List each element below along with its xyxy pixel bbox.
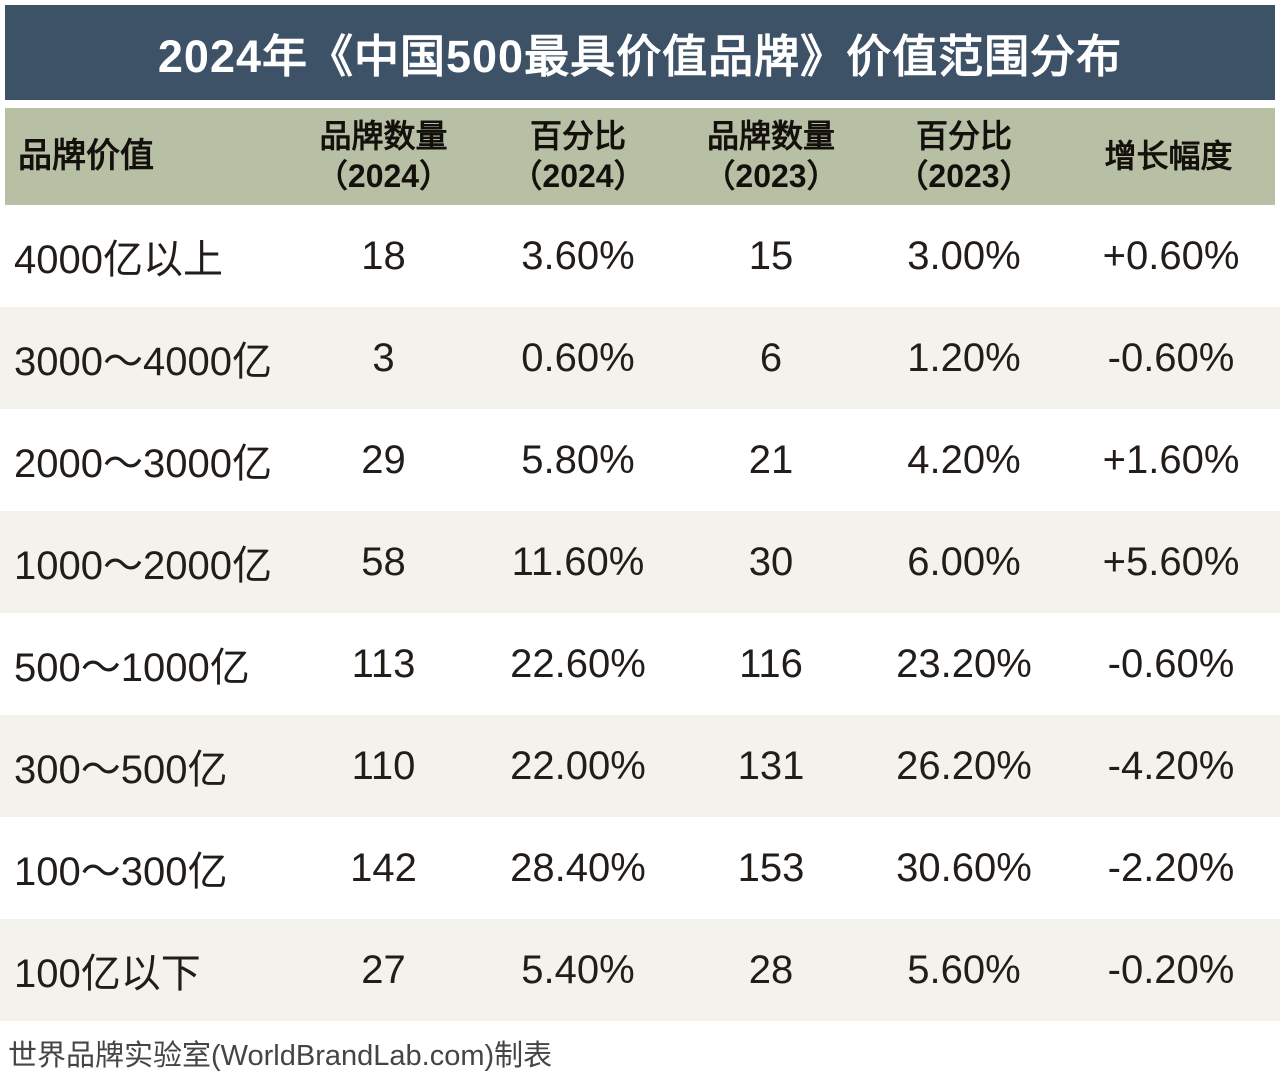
cell-value: 3.00% — [907, 233, 1021, 278]
column-header-label: 品牌价值 — [18, 136, 154, 175]
table-header-row: 品牌价值 品牌数量 （2024） 百分比 （2024） 品牌数量 （2023） 百分比 （202… — [5, 108, 1275, 205]
table-row: 500～1000亿 113 22.60% 116 23.20% -0.60% — [0, 613, 1280, 715]
row-label: 3000～4000亿 — [14, 340, 272, 384]
cell-value: -0.20% — [1107, 947, 1235, 992]
row-label: 4000亿以上 — [14, 238, 223, 282]
cell-value: 5.80% — [521, 437, 635, 482]
cell-value: 116 — [739, 641, 803, 686]
cell-value: 11.60% — [511, 539, 645, 584]
table-row: 300～500亿 110 22.00% 131 26.20% -4.20% — [0, 715, 1280, 817]
cell-value: 142 — [350, 845, 417, 890]
row-label: 100亿以下 — [14, 952, 201, 996]
table-row: 3000～4000亿 3 0.60% 6 1.20% -0.60% — [0, 307, 1280, 409]
cell-value: 131 — [737, 743, 805, 788]
cell-value: 5.60% — [907, 947, 1021, 992]
column-header-sublabel: （2023） — [896, 157, 1032, 194]
cell-value: 110 — [351, 743, 416, 788]
column-header-sublabel: （2024） — [510, 157, 646, 194]
cell-value: 58 — [361, 539, 406, 584]
cell-value: 28.40% — [510, 845, 646, 890]
table-body: 4000亿以上 18 3.60% 15 3.00% +0.60% 3000～4000亿 3 0.… — [0, 205, 1280, 1021]
source-credit: 世界品牌实验室(WorldBrandLab.com)制表 — [8, 1040, 553, 1072]
row-label: 300～500亿 — [14, 748, 228, 792]
column-header-sublabel: （2024） — [315, 157, 452, 194]
value-distribution-table: 品牌价值 品牌数量 （2024） 百分比 （2024） 品牌数量 （2023） 百分比 （202… — [0, 108, 1280, 1021]
cell-value: 30 — [748, 539, 794, 584]
cell-value: 4.20% — [907, 437, 1021, 482]
cell-value: 6.00% — [907, 539, 1021, 584]
cell-value: 0.60% — [521, 335, 635, 380]
cell-value: +0.60% — [1102, 233, 1240, 278]
column-header-2: 百分比 （2024） — [480, 117, 676, 195]
cell-value: 6 — [759, 335, 783, 380]
cell-value: 30.60% — [896, 845, 1032, 890]
cell-value: 18 — [361, 233, 406, 278]
cell-value: 27 — [361, 947, 406, 992]
cell-value: 15 — [748, 233, 794, 278]
column-header-4: 百分比 （2023） — [866, 117, 1062, 195]
column-header-3: 品牌数量 （2023） — [676, 117, 866, 195]
title-bar: 2024年《中国500最具价值品牌》价值范围分布 — [5, 5, 1275, 100]
cell-value: 23.20% — [896, 641, 1032, 686]
column-header-label: 品牌数量 — [706, 118, 835, 155]
cell-value: 3 — [372, 335, 395, 380]
cell-value: 22.60% — [510, 641, 646, 686]
cell-value: 5.40% — [521, 947, 635, 992]
cell-value: 113 — [351, 641, 416, 686]
cell-value: 26.20% — [896, 743, 1032, 788]
cell-value: 21 — [748, 437, 794, 482]
cell-value: -0.60% — [1107, 641, 1235, 686]
column-header-5: 增长幅度 — [1062, 137, 1275, 176]
column-header-label: 增长幅度 — [1104, 137, 1233, 174]
cell-value: +5.60% — [1102, 539, 1240, 584]
column-header-0: 品牌价值 — [5, 136, 287, 177]
cell-value: 29 — [361, 437, 406, 482]
table-row: 100亿以下 27 5.40% 28 5.60% -0.20% — [0, 919, 1280, 1021]
column-header-1: 品牌数量 （2024） — [287, 117, 480, 195]
page-title: 2024年《中国500最具价值品牌》价值范围分布 — [157, 31, 1123, 82]
cell-value: -0.60% — [1107, 335, 1235, 380]
row-label: 1000～2000亿 — [14, 544, 272, 588]
cell-value: +1.60% — [1102, 437, 1240, 482]
cell-value: 1.20% — [907, 335, 1021, 380]
column-header-label: 百分比 — [529, 118, 626, 155]
column-header-label: 品牌数量 — [319, 118, 448, 155]
cell-value: 28 — [748, 947, 794, 992]
row-label: 500～1000亿 — [14, 646, 250, 690]
cell-value: -4.20% — [1107, 743, 1235, 788]
cell-value: -2.20% — [1107, 845, 1235, 890]
cell-value: 22.00% — [510, 743, 646, 788]
column-header-sublabel: （2023） — [703, 157, 839, 194]
row-label: 100～300亿 — [14, 850, 228, 894]
table-row: 100～300亿 142 28.40% 153 30.60% -2.20% — [0, 817, 1280, 919]
table-row: 1000～2000亿 58 11.60% 30 6.00% +5.60% — [0, 511, 1280, 613]
row-label: 2000～3000亿 — [14, 442, 272, 486]
cell-value: 3.60% — [521, 233, 635, 278]
table-row: 2000～3000亿 29 5.80% 21 4.20% +1.60% — [0, 409, 1280, 511]
column-header-label: 百分比 — [915, 118, 1012, 155]
cell-value: 153 — [737, 845, 805, 890]
table-row: 4000亿以上 18 3.60% 15 3.00% +0.60% — [0, 205, 1280, 307]
